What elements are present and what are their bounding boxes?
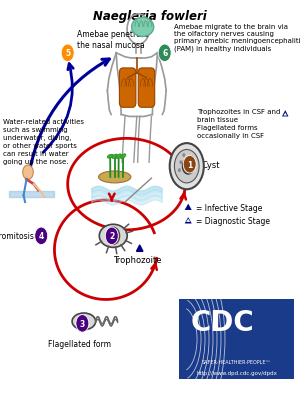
- Circle shape: [78, 315, 87, 328]
- Polygon shape: [186, 219, 190, 222]
- Polygon shape: [185, 217, 192, 224]
- Text: 5: 5: [65, 49, 70, 58]
- Circle shape: [105, 228, 118, 245]
- Circle shape: [110, 232, 117, 241]
- FancyBboxPatch shape: [119, 69, 136, 108]
- Polygon shape: [185, 204, 192, 211]
- Circle shape: [170, 144, 204, 190]
- Circle shape: [182, 159, 194, 175]
- Circle shape: [61, 45, 74, 62]
- Circle shape: [182, 153, 185, 158]
- Circle shape: [183, 156, 196, 173]
- Text: 6: 6: [162, 49, 167, 58]
- Text: Promitosis: Promitosis: [0, 232, 34, 241]
- Circle shape: [178, 169, 181, 173]
- Circle shape: [190, 156, 194, 160]
- Circle shape: [80, 318, 85, 325]
- Text: = Infective Stage: = Infective Stage: [196, 203, 262, 212]
- Text: Naegleria fowleri: Naegleria fowleri: [93, 10, 207, 23]
- Circle shape: [107, 228, 120, 245]
- Text: Amebae migrate to the brain via
the olfactory nerves causing
primary amebic meni: Amebae migrate to the brain via the olfa…: [174, 24, 300, 52]
- Ellipse shape: [116, 155, 122, 159]
- Circle shape: [179, 161, 182, 165]
- Polygon shape: [282, 111, 289, 117]
- Text: Cyst: Cyst: [202, 160, 220, 169]
- Text: Trophozoite: Trophozoite: [113, 255, 162, 264]
- Text: 4: 4: [39, 232, 44, 241]
- Text: 2: 2: [109, 232, 114, 241]
- Text: Flagellated form: Flagellated form: [48, 339, 111, 348]
- Ellipse shape: [112, 155, 118, 159]
- Text: 1: 1: [187, 160, 192, 169]
- Text: CDC: CDC: [190, 308, 254, 336]
- FancyBboxPatch shape: [138, 69, 155, 108]
- Ellipse shape: [132, 18, 154, 37]
- Ellipse shape: [107, 155, 113, 159]
- Circle shape: [35, 228, 48, 245]
- Text: http://www.dpd.cdc.gov/dpdx: http://www.dpd.cdc.gov/dpdx: [196, 370, 277, 375]
- Circle shape: [23, 166, 33, 180]
- Polygon shape: [284, 113, 287, 116]
- Circle shape: [174, 150, 199, 183]
- FancyBboxPatch shape: [179, 300, 294, 379]
- Ellipse shape: [98, 172, 131, 183]
- Text: Amebae penetrate
the nasal mucosa: Amebae penetrate the nasal mucosa: [77, 30, 149, 50]
- Ellipse shape: [72, 313, 96, 330]
- Polygon shape: [136, 245, 143, 252]
- Circle shape: [158, 45, 171, 62]
- Text: = Diagnostic Stage: = Diagnostic Stage: [196, 217, 270, 226]
- Ellipse shape: [121, 154, 126, 159]
- Text: Water-related activities
such as swimming
underwater, diving,
or other water spo: Water-related activities such as swimmin…: [3, 119, 84, 165]
- Ellipse shape: [99, 225, 127, 248]
- Text: Trophozoites in CSF and
brain tissue
Flagellated forms
occasionally in CSF: Trophozoites in CSF and brain tissue Fla…: [197, 109, 280, 139]
- Text: SAFER·HEALTHIER·PEOPLE™: SAFER·HEALTHIER·PEOPLE™: [202, 359, 272, 364]
- Text: 3: 3: [80, 319, 85, 328]
- Circle shape: [76, 315, 89, 332]
- Circle shape: [185, 163, 191, 171]
